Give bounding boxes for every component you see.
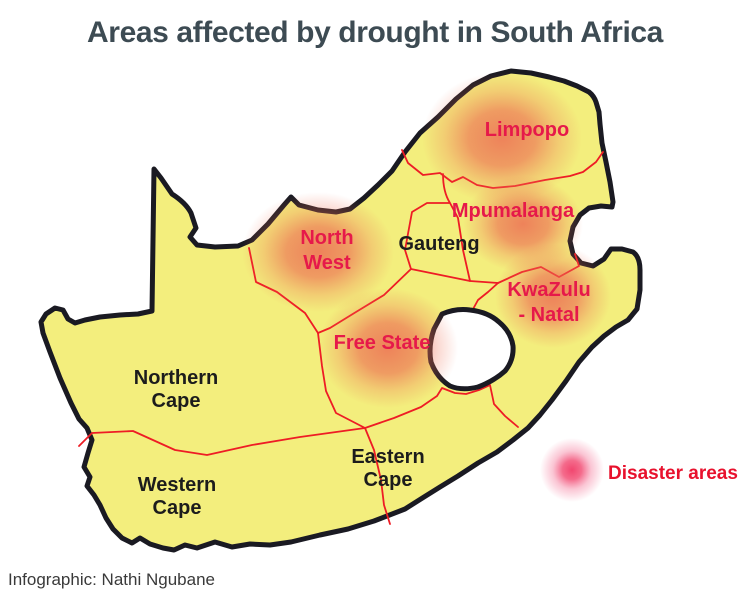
kwazulu-natal-drought-blob (495, 244, 611, 348)
label-north-west-line2: West (303, 252, 351, 274)
drought-blobs (242, 72, 611, 408)
label-northern-cape-line2: Cape (152, 390, 201, 412)
label-free-state: Free State (334, 332, 431, 354)
label-kwazulu-natal-line2: - Natal (518, 304, 579, 326)
label-eastern-cape-line2: Cape (364, 469, 413, 491)
label-western-cape-line2: Cape (153, 497, 202, 519)
label-kwazulu-natal-line1: KwaZulu (507, 279, 590, 301)
border-freestate-kwazulunatal (471, 282, 499, 312)
legend-label: Disaster areas (608, 463, 738, 484)
border-westerncape-easterncape (364, 427, 391, 525)
disaster-area-legend-swatch (540, 438, 604, 502)
province-labels: Limpopo Mpumalanga Gauteng North West Fr… (134, 119, 591, 519)
legend: Disaster areas (540, 438, 738, 502)
border-easterncape-north (364, 384, 519, 429)
north-west-drought-blob (242, 192, 394, 312)
free-state-drought-blob (318, 288, 458, 408)
label-northern-cape-line1: Northern (134, 367, 218, 389)
label-western-cape-line1: Western (138, 474, 217, 496)
limpopo-drought-blob (422, 72, 582, 204)
credit-line: Infographic: Nathi Ngubane (8, 570, 215, 589)
label-gauteng: Gauteng (398, 233, 479, 255)
page-title: Areas affected by drought in South Afric… (87, 16, 663, 49)
label-north-west-line1: North (300, 227, 353, 249)
label-limpopo: Limpopo (485, 119, 569, 141)
label-eastern-cape-line1: Eastern (351, 446, 424, 468)
label-mpumalanga: Mpumalanga (452, 200, 575, 222)
border-freestate-mpumalanga (469, 280, 499, 284)
border-westerncape-northerncape (78, 427, 366, 456)
